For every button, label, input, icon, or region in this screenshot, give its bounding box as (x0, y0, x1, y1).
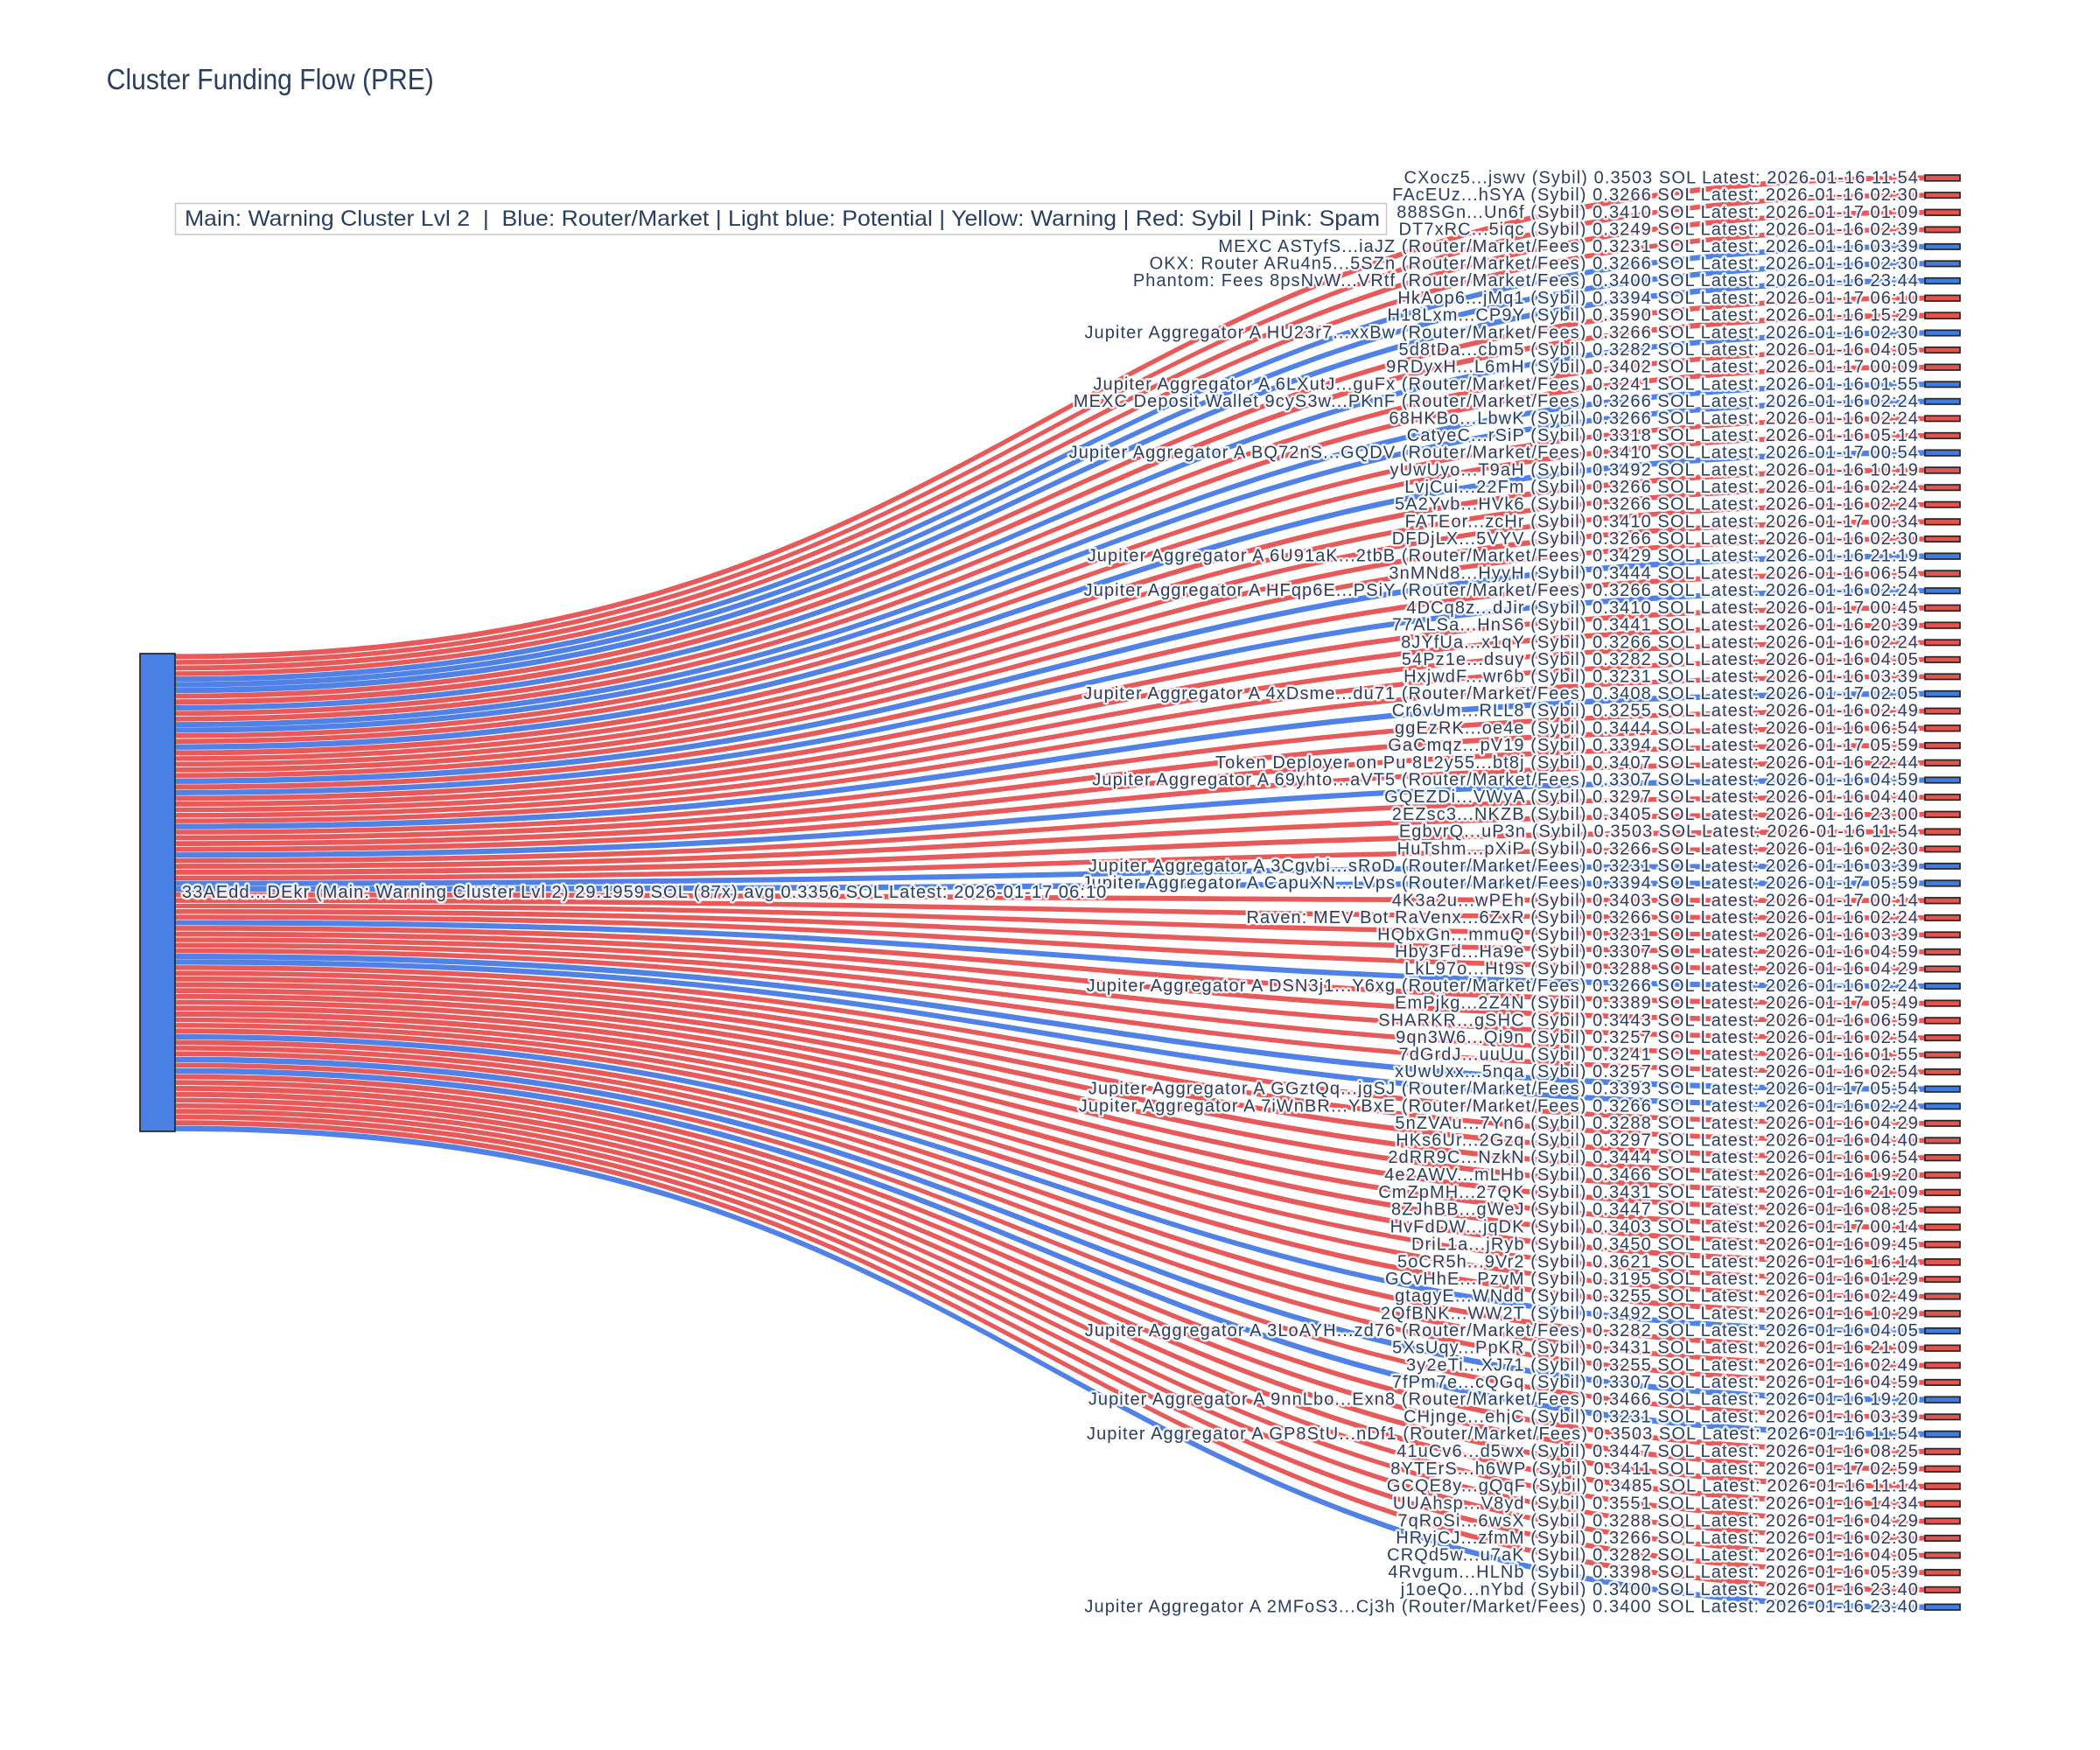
svg-text:GaCmqz...pV19 (Sybil) 0.3394 S: GaCmqz...pV19 (Sybil) 0.3394 SOL Latest:… (1388, 736, 1919, 755)
svg-text:8ZJhBB...gWeJ (Sybil) 0.3447 S: 8ZJhBB...gWeJ (Sybil) 0.3447 SOL Latest:… (1391, 1200, 1919, 1220)
svg-text:2EZsc3...NKZB (Sybil) 0.3405 S: 2EZsc3...NKZB (Sybil) 0.3405 SOL Latest:… (1392, 805, 1919, 824)
svg-text:j1oeQo...nYbd (Sybil) 0.3400 S: j1oeQo...nYbd (Sybil) 0.3400 SOL Latest:… (1400, 1580, 1919, 1600)
svg-text:EmPjkg...2Z4N (Sybil) 0.3389 S: EmPjkg...2Z4N (Sybil) 0.3389 SOL Latest:… (1395, 994, 1919, 1013)
svg-text:DriL1a...jRyb (Sybil) 0.3450 S: DriL1a...jRyb (Sybil) 0.3450 SOL Latest:… (1411, 1235, 1919, 1254)
svg-text:CmZpMH...27QK (Sybil) 0.3431 S: CmZpMH...27QK (Sybil) 0.3431 SOL Latest:… (1378, 1183, 1919, 1202)
svg-text:Jupiter Aggregator A HU23r7...: Jupiter Aggregator A HU23r7...xxBw (Rout… (1084, 324, 1919, 343)
svg-text:Jupiter Aggregator A BQ72nS...: Jupiter Aggregator A BQ72nS...GQDV (Rout… (1069, 444, 1919, 463)
svg-text:OKX: Router ARu4n5...5SZn (Rou: OKX: Router ARu4n5...5SZn (Router/Market… (1150, 254, 1919, 273)
svg-text:4Rvgum...HLNb (Sybil) 0.3398 S: 4Rvgum...HLNb (Sybil) 0.3398 SOL Latest:… (1388, 1563, 1919, 1582)
svg-text:Jupiter Aggregator A 6LXutJ...: Jupiter Aggregator A 6LXutJ...guFx (Rout… (1093, 374, 1919, 394)
svg-text:HQbxGn...mmuQ (Sybil) 0.3231 S: HQbxGn...mmuQ (Sybil) 0.3231 SOL Latest:… (1377, 925, 1919, 944)
svg-text:7fPm7e...cQGq (Sybil) 0.3307 S: 7fPm7e...cQGq (Sybil) 0.3307 SOL Latest:… (1392, 1373, 1919, 1392)
svg-text:Jupiter Aggregator A CapuXN...: Jupiter Aggregator A CapuXN...LVps (Rout… (1082, 873, 1919, 892)
svg-text:CRQd5w...u7aK (Sybil) 0.3282 S: CRQd5w...u7aK (Sybil) 0.3282 SOL Latest:… (1387, 1546, 1919, 1565)
svg-text:HxjwdF...wr6b (Sybil) 0.3231 S: HxjwdF...wr6b (Sybil) 0.3231 SOL Latest:… (1404, 667, 1919, 686)
svg-text:4e2AWV...mLHb (Sybil) 0.3466 S: 4e2AWV...mLHb (Sybil) 0.3466 SOL Latest:… (1384, 1166, 1919, 1185)
svg-text:9qn3W6...Qi9n (Sybil) 0.3257 S: 9qn3W6...Qi9n (Sybil) 0.3257 SOL Latest:… (1396, 1028, 1919, 1047)
svg-text:Jupiter Aggregator A 2MFoS3...: Jupiter Aggregator A 2MFoS3...Cj3h (Rout… (1084, 1598, 1919, 1617)
svg-text:41uCv6...d5wx (Sybil) 0.3447 S: 41uCv6...d5wx (Sybil) 0.3447 SOL Latest:… (1396, 1442, 1919, 1461)
svg-text:DFDjLX...5VYV (Sybil) 0.3266 S: DFDjLX...5VYV (Sybil) 0.3266 SOL Latest:… (1392, 529, 1919, 549)
svg-text:Jupiter Aggregator A GGztQq...: Jupiter Aggregator A GGztQq...jgSJ (Rout… (1088, 1080, 1919, 1099)
svg-text:9RDyxH...L6mH (Sybil) 0.3402 S: 9RDyxH...L6mH (Sybil) 0.3402 SOL Latest:… (1386, 358, 1919, 377)
svg-text:Jupiter Aggregator A 9nnLbo...: Jupiter Aggregator A 9nnLbo...Exn8 (Rout… (1088, 1390, 1919, 1410)
svg-text:8YTErS...h6WP (Sybil) 0.3411 S: 8YTErS...h6WP (Sybil) 0.3411 SOL Latest:… (1390, 1460, 1919, 1479)
svg-text:CHjnge...ehjC (Sybil) 0.3231 S: CHjnge...ehjC (Sybil) 0.3231 SOL Latest:… (1404, 1407, 1919, 1426)
svg-text:Cluster Funding Flow (PRE): Cluster Funding Flow (PRE) (107, 63, 434, 95)
svg-text:SHARKR...gSHC (Sybil) 0.3443 S: SHARKR...gSHC (Sybil) 0.3443 SOL Latest:… (1378, 1011, 1919, 1030)
svg-text:Phantom: Fees 8psNvW...VRtf (R: Phantom: Fees 8psNvW...VRtf (Router/Mark… (1133, 271, 1919, 290)
svg-text:HuTshm...pXiP (Sybil) 0.3266 S: HuTshm...pXiP (Sybil) 0.3266 SOL Latest:… (1397, 839, 1919, 858)
svg-text:ggEzRK...oe4e (Sybil) 0.3444 S: ggEzRK...oe4e (Sybil) 0.3444 SOL Latest:… (1395, 718, 1919, 738)
svg-text:EgbvrQ...uP3n (Sybil) 0.3503 S: EgbvrQ...uP3n (Sybil) 0.3503 SOL Latest:… (1399, 822, 1919, 842)
svg-text:FATEor...zcHr (Sybil) 0.3410 S: FATEor...zcHr (Sybil) 0.3410 SOL Latest:… (1405, 512, 1919, 531)
svg-text:54Pz1e...dsuy (Sybil) 0.3282 S: 54Pz1e...dsuy (Sybil) 0.3282 SOL Latest:… (1402, 650, 1919, 669)
svg-text:GCQE8y...gQqF (Sybil) 0.3485 S: GCQE8y...gQqF (Sybil) 0.3485 SOL Latest:… (1387, 1477, 1919, 1496)
svg-text:5d8tDa...cbm5 (Sybil) 0.3282 S: 5d8tDa...cbm5 (Sybil) 0.3282 SOL Latest:… (1399, 340, 1919, 360)
svg-text:Raven: MEV Bot RaVenx...6ZxR (: Raven: MEV Bot RaVenx...6ZxR (Sybil) 0.3… (1246, 908, 1919, 928)
svg-text:MEXC Deposit Wallet 9cyS3w...P: MEXC Deposit Wallet 9cyS3w...PKnF (Route… (1074, 392, 1919, 411)
svg-text:Cr6vUm...RLL8 (Sybil) 0.3255 S: Cr6vUm...RLL8 (Sybil) 0.3255 SOL Latest:… (1392, 702, 1919, 721)
svg-text:4K3a2u...wPEh (Sybil) 0.3403 S: 4K3a2u...wPEh (Sybil) 0.3403 SOL Latest:… (1392, 891, 1919, 910)
svg-text:GCvHhE...PzvM (Sybil) 0.3195 S: GCvHhE...PzvM (Sybil) 0.3195 SOL Latest:… (1385, 1270, 1919, 1289)
svg-text:HRyjCJ...zfmM (Sybil) 0.3266 S: HRyjCJ...zfmM (Sybil) 0.3266 SOL Latest:… (1396, 1529, 1919, 1548)
svg-text:Jupiter Aggregator A 3Cgvbi...: Jupiter Aggregator A 3Cgvbi...sRoD (Rout… (1088, 857, 1919, 876)
svg-text:5A2Yvb...HVk6 (Sybil) 0.3266 S: 5A2Yvb...HVk6 (Sybil) 0.3266 SOL Latest:… (1395, 495, 1919, 514)
svg-text:68HKBo...LbwK (Sybil) 0.3266 S: 68HKBo...LbwK (Sybil) 0.3266 SOL Latest:… (1389, 409, 1919, 428)
svg-text:3y2eTi...XJ71 (Sybil) 0.3255 S: 3y2eTi...XJ71 (Sybil) 0.3255 SOL Latest:… (1406, 1355, 1919, 1375)
svg-text:Jupiter Aggregator A 3LoAYH...: Jupiter Aggregator A 3LoAYH...zd76 (Rout… (1085, 1321, 1919, 1340)
svg-text:Hby3Fd...Ha9e (Sybil) 0.3307 S: Hby3Fd...Ha9e (Sybil) 0.3307 SOL Latest:… (1395, 942, 1919, 962)
svg-text:FAcEUz...hSYA (Sybil) 0.3266 S: FAcEUz...hSYA (Sybil) 0.3266 SOL Latest:… (1392, 186, 1919, 205)
svg-text:5XsUqy...PpKR (Sybil) 0.3431 S: 5XsUqy...PpKR (Sybil) 0.3431 SOL Latest:… (1392, 1339, 1919, 1358)
svg-text:7qRoSi...6wsX (Sybil) 0.3288 S: 7qRoSi...6wsX (Sybil) 0.3288 SOL Latest:… (1397, 1511, 1919, 1530)
svg-text:xUwUxx...5nqa (Sybil) 0.3257 S: xUwUxx...5nqa (Sybil) 0.3257 SOL Latest:… (1395, 1062, 1919, 1082)
svg-text:yUwUyo...T9aH (Sybil) 0.3492 S: yUwUyo...T9aH (Sybil) 0.3492 SOL Latest:… (1390, 460, 1919, 480)
svg-text:HvFdDW...jqDK (Sybil) 0.3403 S: HvFdDW...jqDK (Sybil) 0.3403 SOL Latest:… (1390, 1218, 1919, 1237)
svg-text:GQEZDi...VWyA (Sybil) 0.3297 S: GQEZDi...VWyA (Sybil) 0.3297 SOL Latest:… (1384, 788, 1919, 807)
svg-text:3nMNd8...HyyH (Sybil) 0.3444 S: 3nMNd8...HyyH (Sybil) 0.3444 SOL Latest:… (1389, 564, 1919, 584)
svg-text:LvjCui...22Fm (Sybil) 0.3266 S: LvjCui...22Fm (Sybil) 0.3266 SOL Latest:… (1404, 478, 1919, 497)
svg-text:LkL97o...Ht9s (Sybil) 0.3288 S: LkL97o...Ht9s (Sybil) 0.3288 SOL Latest:… (1404, 959, 1919, 978)
svg-text:Jupiter Aggregator A GP8StU...: Jupiter Aggregator A GP8StU...nDf1 (Rout… (1087, 1424, 1919, 1444)
svg-text:DT7xRC...5iqc (Sybil) 0.3249 S: DT7xRC...5iqc (Sybil) 0.3249 SOL Latest:… (1399, 220, 1919, 239)
svg-text:MEXC ASTyfS...iaJZ (Router/Mar: MEXC ASTyfS...iaJZ (Router/Market/Fees) … (1218, 237, 1919, 256)
svg-text:5nZVAu...7Yn6 (Sybil) 0.3288 S: 5nZVAu...7Yn6 (Sybil) 0.3288 SOL Latest:… (1395, 1114, 1919, 1133)
svg-text:Jupiter Aggregator A DSN3j1...: Jupiter Aggregator A DSN3j1...Y6xg (Rout… (1087, 976, 1919, 996)
svg-text:888SGn...Un6f (Sybil) 0.3410 S: 888SGn...Un6f (Sybil) 0.3410 SOL Latest:… (1396, 203, 1919, 222)
svg-text:HkAop6...jMq1 (Sybil) 0.3394 S: HkAop6...jMq1 (Sybil) 0.3394 SOL Latest:… (1397, 289, 1919, 308)
svg-text:Jupiter Aggregator A 4xDsme...: Jupiter Aggregator A 4xDsme...du71 (Rout… (1083, 684, 1919, 704)
svg-text:5oCR5h...9Vr2 (Sybil) 0.3621 S: 5oCR5h...9Vr2 (Sybil) 0.3621 SOL Latest:… (1397, 1252, 1919, 1271)
svg-text:Jupiter Aggregator A 7iWnBR...: Jupiter Aggregator A 7iWnBR...YBxE (Rout… (1079, 1096, 1919, 1116)
svg-text:HKs6Ur...2Gzq (Sybil) 0.3297 S: HKs6Ur...2Gzq (Sybil) 0.3297 SOL Latest:… (1396, 1130, 1919, 1150)
svg-text:8JYfUa...x1qY (Sybil) 0.3266 S: 8JYfUa...x1qY (Sybil) 0.3266 SOL Latest:… (1401, 633, 1919, 652)
svg-text:33AEdd...DEkr (Main: Warning C: 33AEdd...DEkr (Main: Warning Cluster Lvl… (182, 883, 1107, 902)
svg-text:Token Deployer on Pu 8L2y55...: Token Deployer on Pu 8L2y55...bt8j (Sybi… (1215, 753, 1919, 773)
svg-text:Jupiter Aggregator A 6U91aK...: Jupiter Aggregator A 6U91aK...2tbB (Rout… (1088, 547, 1919, 566)
svg-text:UUAhsp...V8yd (Sybil) 0.3551 S: UUAhsp...V8yd (Sybil) 0.3551 SOL Latest:… (1393, 1494, 1919, 1514)
svg-text:7dGrdJ...uuUu (Sybil) 0.3241 S: 7dGrdJ...uuUu (Sybil) 0.3241 SOL Latest:… (1399, 1046, 1919, 1065)
svg-text:CXocz5...jswv (Sybil) 0.3503 S: CXocz5...jswv (Sybil) 0.3503 SOL Latest:… (1404, 168, 1919, 187)
svg-text:CatyeC...rSiP (Sybil) 0.3318 S: CatyeC...rSiP (Sybil) 0.3318 SOL Latest:… (1407, 426, 1919, 445)
svg-text:Main: Warning Cluster Lvl 2 |: Main: Warning Cluster Lvl 2 | Blue: Rout… (185, 206, 1380, 231)
svg-text:77ALSa...HnS6 (Sybil) 0.3441 S: 77ALSa...HnS6 (Sybil) 0.3441 SOL Latest:… (1392, 616, 1919, 635)
svg-text:Jupiter Aggregator A HFqp6E...: Jupiter Aggregator A HFqp6E...PSiY (Rout… (1084, 581, 1919, 600)
svg-text:2dRR9C...NzkN (Sybil) 0.3444 S: 2dRR9C...NzkN (Sybil) 0.3444 SOL Latest:… (1388, 1148, 1919, 1167)
svg-text:H18Lxm...CP9Y (Sybil) 0.3590 S: H18Lxm...CP9Y (Sybil) 0.3590 SOL Latest:… (1388, 306, 1919, 326)
svg-text:gtagyE...WNdd (Sybil) 0.3255 S: gtagyE...WNdd (Sybil) 0.3255 SOL Latest:… (1395, 1287, 1919, 1306)
svg-text:Jupiter Aggregator A 69yhto...: Jupiter Aggregator A 69yhto...aVT5 (Rout… (1092, 771, 1919, 790)
svg-text:4DCq8z...dJir (Sybil) 0.3410 S: 4DCq8z...dJir (Sybil) 0.3410 SOL Latest:… (1406, 598, 1919, 618)
svg-text:2QfBNK...WW2T (Sybil) 0.3492 S: 2QfBNK...WW2T (Sybil) 0.3492 SOL Latest:… (1381, 1304, 1919, 1323)
